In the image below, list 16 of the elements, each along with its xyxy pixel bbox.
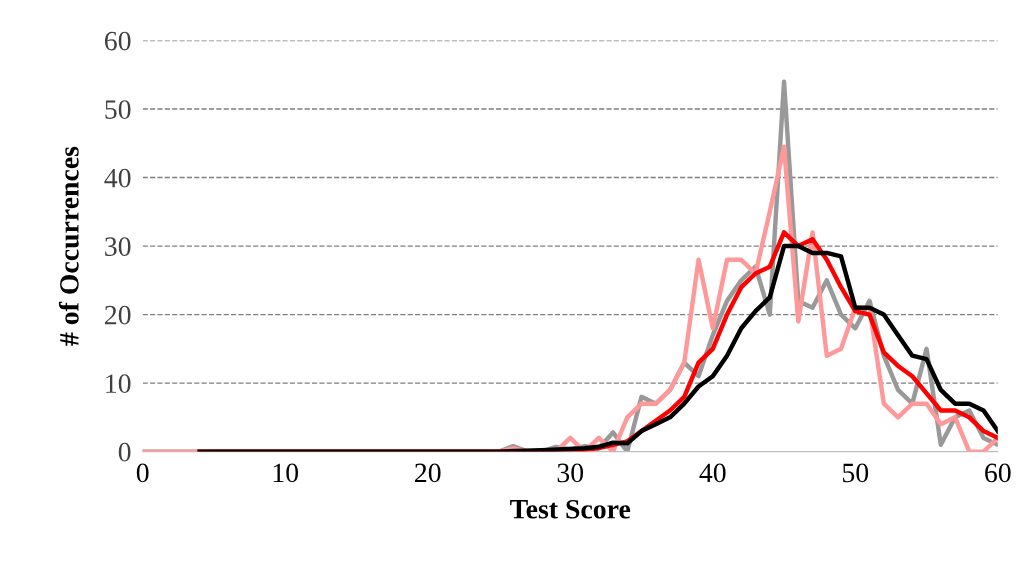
x-tick-label: 20 — [415, 463, 441, 483]
y-tick-label: 10 — [106, 374, 131, 394]
x-tick-label: 30 — [557, 463, 584, 483]
y-axis-title: # of Occurrences — [58, 146, 79, 346]
x-tick-label: 0 — [136, 463, 149, 483]
x-tick-label: 40 — [699, 463, 726, 483]
x-tick-label: 10 — [273, 463, 299, 483]
x-tick-label: 60 — [985, 463, 1011, 483]
y-tick-label: 50 — [105, 100, 131, 119]
y-tick-label: 30 — [105, 237, 131, 256]
y-tick-label: 0 — [118, 442, 131, 462]
x-axis-title: Test Score — [510, 499, 631, 519]
y-tick-label: 60 — [105, 31, 131, 51]
x-tick-label: 50 — [843, 463, 869, 483]
y-tick-label: 40 — [104, 168, 131, 188]
y-tick-label: 20 — [105, 305, 131, 325]
